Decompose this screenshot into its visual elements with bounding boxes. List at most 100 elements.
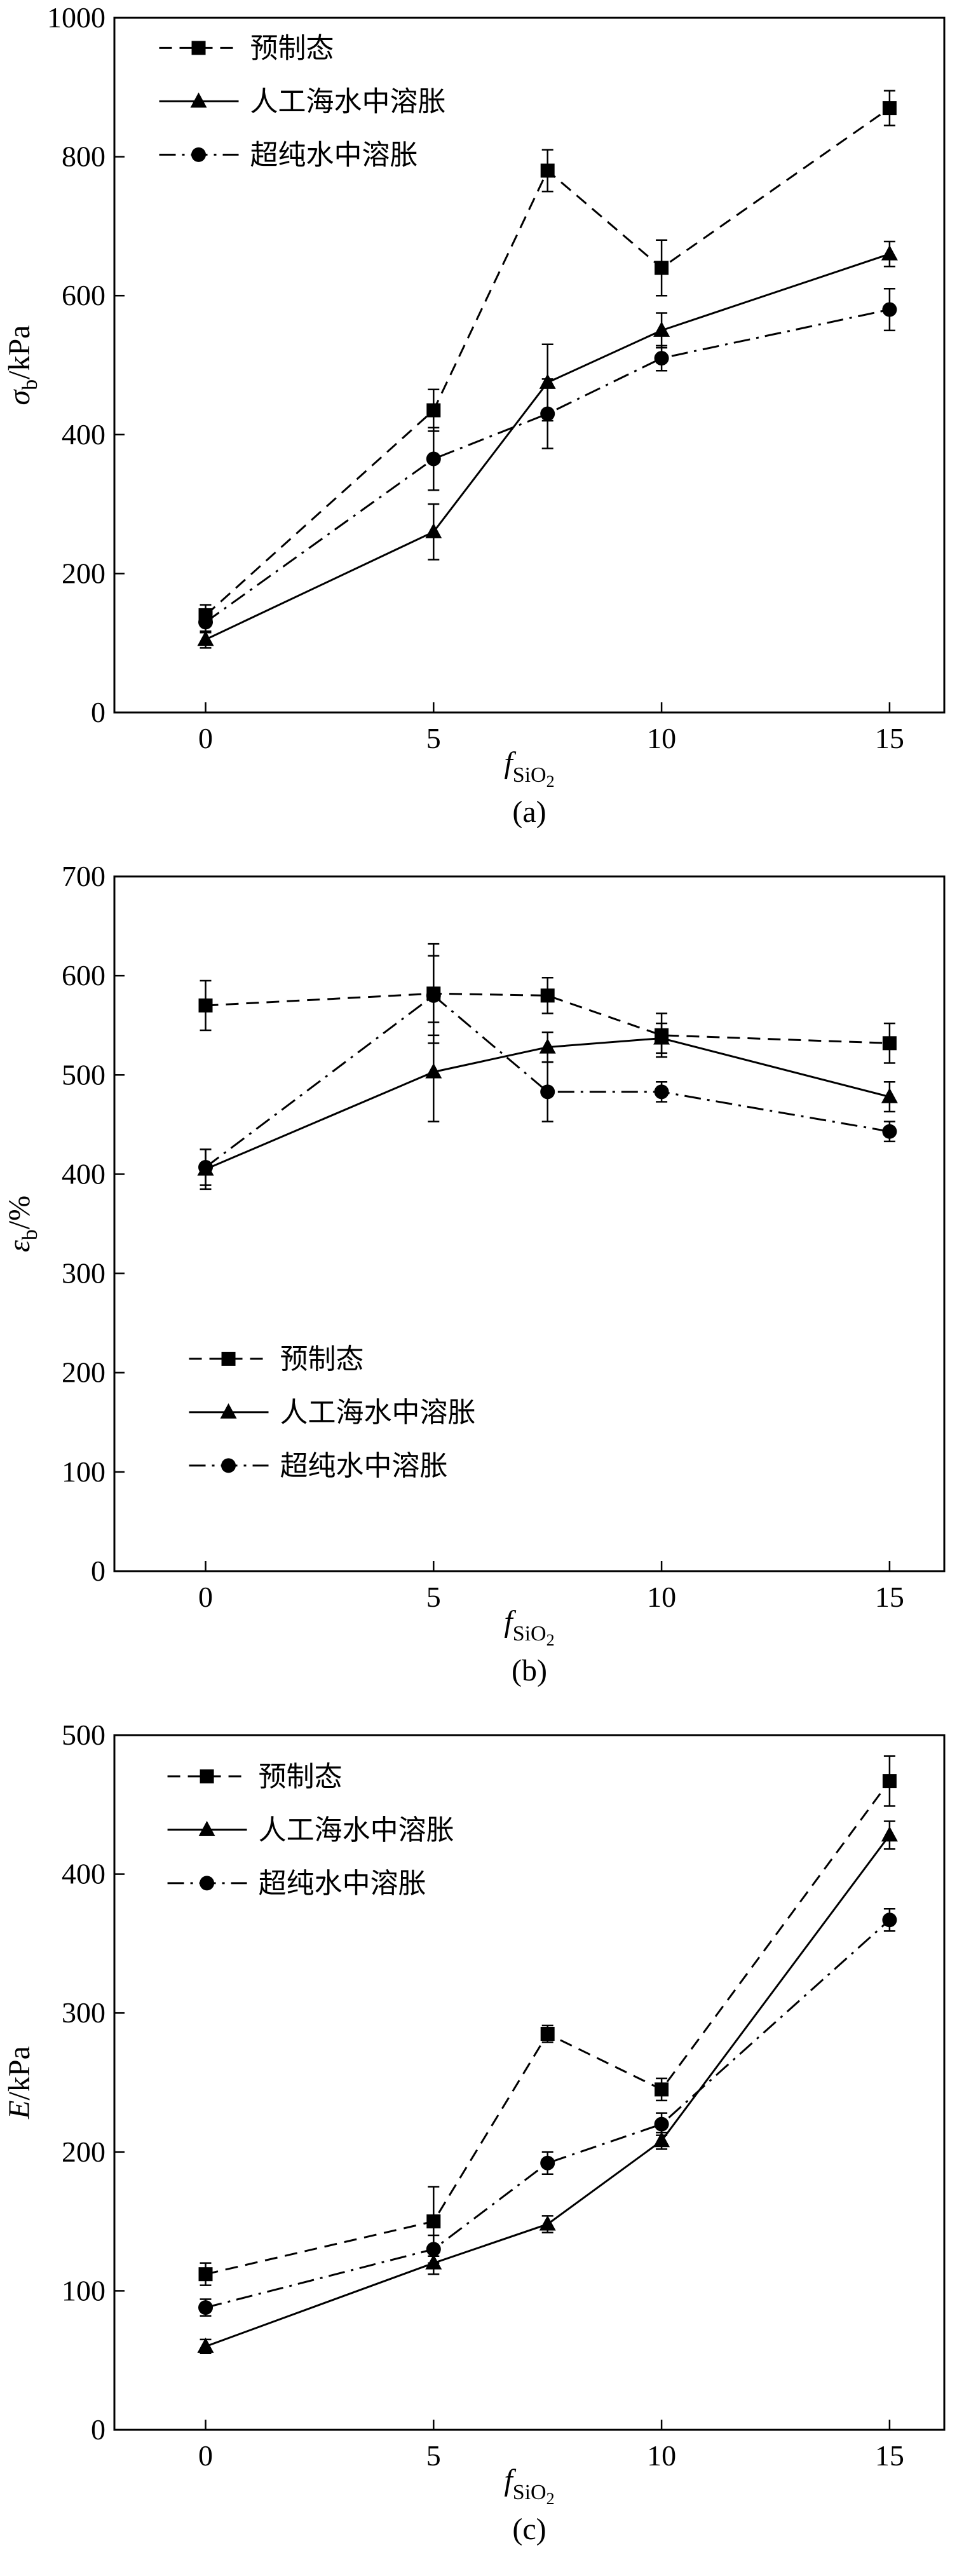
- marker-circle: [198, 1159, 214, 1175]
- marker-triangle: [539, 1038, 556, 1054]
- plot-frame: [113, 1734, 946, 2431]
- marker-circle: [882, 302, 897, 317]
- marker-square: [882, 101, 897, 116]
- marker-square: [198, 998, 213, 1012]
- marker-triangle: [653, 2132, 670, 2148]
- x-axis: 0 5 10 15: [198, 702, 904, 754]
- x-tick-label: 0: [198, 2439, 213, 2472]
- x-tick-label: 10: [647, 2439, 676, 2472]
- y-tick-label: 800: [62, 140, 105, 173]
- marker-square: [882, 1774, 897, 1789]
- marker-circle: [426, 451, 441, 467]
- legend-label: 超纯水中溶胀: [280, 1450, 448, 1482]
- marker-square: [426, 403, 441, 418]
- x-tick-label: 15: [875, 2439, 904, 2472]
- y-axis: 0 100 200 300 400 500: [62, 1719, 125, 2446]
- series-circle: [198, 955, 897, 1186]
- y-axis: 0 200 400 600 800 1000: [47, 1, 125, 728]
- marker-triangle: [198, 1820, 215, 1836]
- marker-triangle: [197, 630, 214, 646]
- marker-square: [198, 2267, 213, 2282]
- marker-square: [426, 2214, 441, 2229]
- series-line: [205, 308, 890, 624]
- x-tick-label: 5: [426, 722, 441, 754]
- chart-block-b: 0 5 10 15 0 100 200 300 400 500 600 700 预制态 人工海水中溶胀 超纯…: [0, 859, 957, 1717]
- x-axis: 0 5 10 15: [198, 1561, 904, 1613]
- chart-block-c: 0 5 10 15 0 100 200 300 400 500 预制态 人工海水中溶胀 超纯水中溶胀 E/…: [0, 1717, 957, 2576]
- y-tick-label: 400: [62, 1858, 105, 1890]
- legend-label: 预制态: [280, 1344, 364, 1375]
- marker-circle: [198, 2300, 214, 2315]
- marker-circle: [654, 351, 669, 366]
- series-circle: [198, 288, 897, 634]
- marker-circle: [540, 406, 555, 421]
- subplot-caption: (c): [512, 2512, 546, 2546]
- marker-circle: [654, 1084, 669, 1100]
- subplot-caption: (a): [512, 795, 546, 829]
- x-tick-label: 0: [198, 1581, 213, 1613]
- marker-circle: [540, 1084, 555, 1100]
- y-tick-label: 400: [62, 1157, 105, 1190]
- y-tick-label: 300: [62, 1257, 105, 1290]
- marker-circle: [221, 1458, 236, 1473]
- legend-label: 预制态: [250, 32, 334, 64]
- x-tick-label: 10: [647, 722, 676, 754]
- legend-label: 超纯水中溶胀: [259, 1868, 426, 1899]
- series-line: [205, 1919, 890, 2309]
- x-axis-title: fSiO2: [504, 746, 554, 791]
- marker-square: [200, 1769, 214, 1783]
- marker-square: [882, 1036, 897, 1051]
- y-axis-title: E/kPa: [3, 2046, 36, 2120]
- marker-triangle: [425, 522, 442, 538]
- marker-square: [540, 163, 555, 178]
- y-tick-label: 0: [91, 696, 105, 728]
- marker-circle: [882, 1912, 897, 1928]
- marker-square: [191, 41, 206, 55]
- series-line: [205, 1834, 891, 2348]
- y-tick-label: 0: [91, 2413, 105, 2446]
- x-tick-label: 15: [875, 722, 904, 754]
- marker-circle: [540, 2155, 555, 2171]
- legend-label: 人工海水中溶胀: [250, 86, 446, 117]
- y-tick-label: 400: [62, 418, 105, 451]
- marker-circle: [200, 1876, 215, 1891]
- x-tick-label: 5: [426, 1581, 441, 1613]
- y-tick-label: 100: [62, 1455, 105, 1488]
- y-tick-label: 500: [62, 1058, 105, 1091]
- marker-circle: [426, 2242, 441, 2257]
- x-axis-title: fSiO2: [504, 1605, 554, 1649]
- marker-triangle: [653, 321, 670, 337]
- marker-square: [540, 2026, 555, 2041]
- x-tick-label: 5: [426, 2439, 441, 2472]
- marker-circle: [882, 1124, 897, 1139]
- marker-triangle: [190, 92, 207, 108]
- plot-frame: [113, 875, 946, 1572]
- marker-square: [540, 988, 555, 1003]
- x-axis-title: fSiO2: [504, 2464, 554, 2508]
- marker-triangle: [425, 1063, 442, 1079]
- y-tick-label: 500: [62, 1719, 105, 1751]
- y-axis-title: σb/kPa: [3, 325, 42, 405]
- marker-square: [655, 2082, 669, 2097]
- x-tick-label: 15: [875, 1581, 904, 1613]
- chart-block-a: 0 5 10 15 0 200 400 600 800 1000 预制态 人工海水中溶胀 超纯水中溶胀 σ…: [0, 0, 957, 859]
- chart-b-svg: 0 5 10 15 0 100 200 300 400 500 600 700 预制态人工海水中溶胀超纯…: [3, 860, 946, 1687]
- y-axis-title: εb/%: [3, 1196, 42, 1252]
- legend-label: 预制态: [259, 1761, 343, 1792]
- series-square: [198, 1755, 897, 2286]
- marker-triangle: [653, 1029, 670, 1045]
- subplot-caption: (b): [512, 1654, 547, 1687]
- legend-label: 人工海水中溶胀: [259, 1815, 454, 1846]
- marker-triangle: [539, 2215, 556, 2231]
- y-axis: 0 100 200 300 400 500 600 700: [62, 860, 125, 1587]
- y-tick-label: 1000: [47, 1, 105, 34]
- marker-circle: [654, 2116, 669, 2132]
- marker-circle: [191, 147, 207, 162]
- marker-square: [221, 1351, 236, 1366]
- marker-square: [655, 261, 669, 275]
